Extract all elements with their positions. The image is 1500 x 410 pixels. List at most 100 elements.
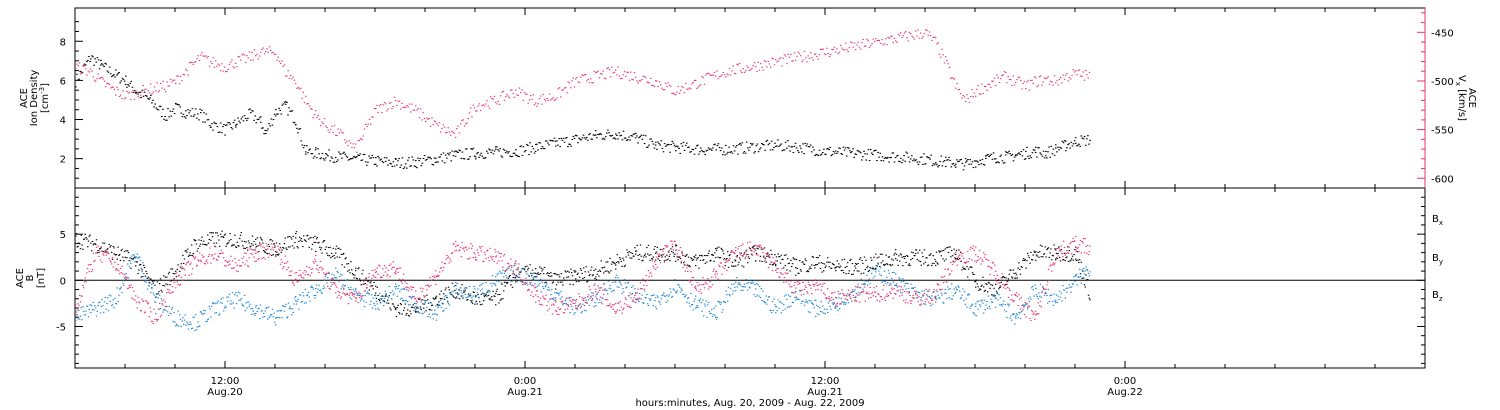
data-point-bx: [314, 235, 316, 237]
data-point-density: [623, 137, 626, 139]
data-point-bz: [182, 279, 184, 281]
data-point-bx: [174, 273, 176, 275]
data-point-vx: [770, 66, 772, 68]
data-point-density: [875, 149, 877, 151]
data-point-by: [561, 296, 563, 298]
data-point-bx: [586, 281, 588, 283]
data-point-by: [435, 319, 438, 321]
data-point-by: [438, 303, 440, 305]
data-point-density: [334, 157, 337, 159]
data-point-by: [983, 299, 986, 301]
data-point-vx: [547, 99, 549, 101]
data-point-bx: [1089, 299, 1091, 301]
data-point-density: [781, 150, 784, 152]
data-point-vx: [951, 76, 953, 78]
data-point-by: [590, 295, 592, 297]
data-point-vx: [153, 86, 156, 88]
data-point-bz: [120, 272, 122, 274]
data-point-density: [550, 140, 552, 142]
data-point-vx: [1058, 78, 1061, 80]
data-point-bx: [132, 258, 134, 260]
data-point-density: [823, 148, 825, 150]
data-point-bx: [99, 248, 101, 250]
data-point-by: [885, 283, 887, 285]
data-point-density: [861, 159, 863, 161]
data-point-vx: [633, 72, 636, 74]
data-point-by: [1053, 293, 1055, 295]
data-point-by: [909, 294, 911, 296]
data-point-bz: [351, 292, 353, 294]
data-point-by: [1005, 311, 1007, 313]
data-point-bx: [983, 286, 985, 288]
data-point-by: [638, 301, 640, 303]
data-point-bx: [867, 265, 869, 267]
data-point-vx: [380, 104, 382, 106]
data-point-density: [646, 146, 648, 148]
data-point-bx: [968, 279, 970, 281]
data-point-density: [676, 145, 678, 147]
data-point-bz: [196, 264, 198, 266]
data-point-bx: [731, 265, 733, 267]
data-point-by: [386, 295, 388, 297]
data-point-by: [138, 256, 140, 258]
data-point-vx: [763, 60, 766, 62]
data-point-bx: [461, 284, 463, 286]
data-point-by: [231, 303, 233, 305]
data-point-by: [718, 300, 720, 302]
data-point-by: [235, 292, 237, 294]
data-point-vx: [463, 125, 466, 127]
data-point-bx: [257, 245, 259, 247]
data-point-bx: [555, 284, 558, 286]
data-point-vx: [1005, 72, 1007, 74]
data-point-density: [738, 144, 740, 146]
data-point-density: [182, 113, 185, 115]
data-point-density: [367, 161, 369, 163]
data-point-by: [90, 312, 92, 314]
data-point-density: [1025, 150, 1027, 152]
data-point-by: [759, 297, 762, 299]
data-point-by: [838, 297, 840, 299]
data-point-by: [517, 276, 519, 278]
data-point-vx: [1065, 74, 1067, 76]
data-point-by: [754, 284, 756, 286]
data-point-bz: [373, 276, 375, 278]
data-point-density: [243, 115, 246, 117]
data-point-by: [550, 294, 552, 296]
data-point-bz: [335, 286, 338, 288]
data-point-by: [447, 302, 450, 304]
data-point-by: [492, 282, 494, 284]
data-point-bx: [397, 304, 399, 306]
data-point-vx: [518, 87, 521, 89]
data-point-by: [248, 305, 250, 307]
data-point-bz: [349, 292, 351, 294]
data-point-bx: [296, 246, 298, 248]
data-point-by: [343, 285, 346, 287]
data-point-bx: [972, 273, 974, 275]
data-point-density: [391, 165, 394, 167]
data-point-by: [858, 292, 860, 294]
data-point-density: [591, 138, 594, 140]
data-point-bx: [660, 254, 662, 256]
data-point-vx: [193, 61, 196, 63]
data-point-bx: [655, 251, 658, 253]
data-point-bx: [739, 257, 741, 259]
data-point-by: [1050, 294, 1052, 296]
data-point-vx: [351, 146, 353, 148]
data-point-density: [229, 123, 231, 125]
data-point-density: [681, 145, 684, 147]
data-point-bx: [529, 264, 531, 266]
data-point-by: [713, 307, 715, 309]
data-point-by: [1055, 302, 1057, 304]
data-point-bx: [955, 253, 957, 255]
data-point-by: [543, 287, 545, 289]
data-point-vx: [962, 95, 964, 97]
data-point-density: [812, 146, 814, 148]
data-point-bx: [568, 271, 570, 273]
data-point-by: [921, 290, 923, 292]
data-point-by: [928, 296, 930, 298]
data-point-density: [827, 148, 829, 150]
data-point-by: [899, 291, 902, 293]
data-point-density: [975, 160, 977, 162]
data-point-bx: [1075, 258, 1077, 260]
data-point-bz: [171, 286, 174, 288]
